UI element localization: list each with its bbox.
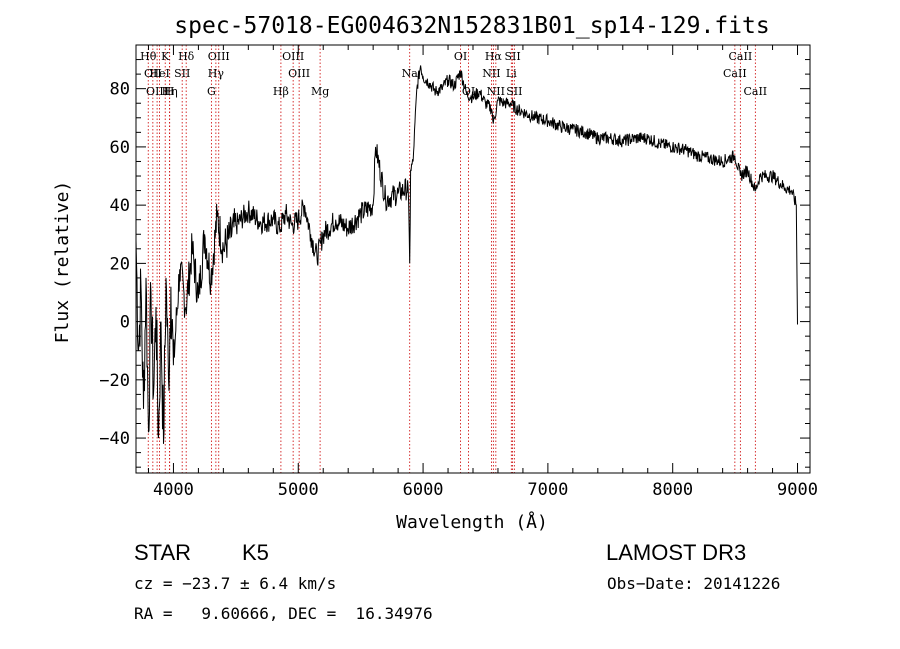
line-label-21: NII xyxy=(487,85,505,98)
line-label-20: Hα xyxy=(485,50,503,63)
y-tick-label-4: 40 xyxy=(110,196,130,216)
y-tick-label-2: 0 xyxy=(120,313,130,333)
line-label-25: CaII xyxy=(723,67,747,80)
survey-name: LAMOST DR3 xyxy=(606,540,747,565)
line-label-19: NII xyxy=(482,67,500,80)
line-label-22: Li xyxy=(506,67,517,80)
line-label-14: OIII xyxy=(288,67,310,80)
line-label-23: SII xyxy=(504,50,520,63)
spectrum-line xyxy=(135,65,798,444)
line-label-10: Hγ xyxy=(208,67,225,80)
plot-frame xyxy=(135,44,811,474)
line-label-11: OIII xyxy=(208,50,230,63)
spectral-line-labels: HθOIIOIIIHeIKHHηSIIHδGHγOIIIHβOIIIOIIIMg… xyxy=(140,50,767,98)
line-label-8: Hδ xyxy=(178,50,195,63)
observation-date: Obs−Date: 20141226 xyxy=(607,574,781,593)
line-label-27: CaII xyxy=(743,85,767,98)
redshift-velocity: cz = −23.7 ± 6.4 km/s xyxy=(134,574,337,593)
line-label-13: OIII xyxy=(282,50,304,63)
spectral-line-markers xyxy=(147,45,756,473)
x-tick-label-1: 5000 xyxy=(278,480,319,500)
x-tick-label-3: 7000 xyxy=(527,480,568,500)
line-label-17: OI xyxy=(454,50,467,63)
chart-title: spec-57018-EG004632N152831B01_sp14-129.f… xyxy=(174,13,769,39)
line-label-1: OII xyxy=(144,67,162,80)
x-tick-label-5: 9000 xyxy=(777,480,818,500)
line-label-7: SII xyxy=(174,67,190,80)
x-tick-label-4: 8000 xyxy=(652,480,693,500)
x-axis-label: Wavelength (Å) xyxy=(396,511,548,533)
x-tick-label-2: 6000 xyxy=(403,480,444,500)
x-axis-ticks: 4000 5000 6000 7000 8000 9000 xyxy=(147,45,818,500)
y-tick-label-1: −20 xyxy=(99,371,130,391)
line-label-16: Na xyxy=(402,67,419,80)
spectral-subclass: K5 xyxy=(242,540,269,565)
y-tick-label-3: 20 xyxy=(110,254,130,274)
spectral-class: STAR xyxy=(134,540,192,565)
y-tick-label-0: −40 xyxy=(99,429,130,449)
line-label-3: HeI xyxy=(149,67,169,80)
line-label-12: Hβ xyxy=(273,85,289,98)
line-label-6: Hη xyxy=(162,85,178,98)
line-label-9: G xyxy=(207,85,216,98)
line-label-5: H xyxy=(165,85,175,98)
y-tick-label-5: 60 xyxy=(110,138,130,158)
y-axis-ticks: −40 −20 0 20 40 60 80 xyxy=(99,44,810,468)
line-label-2: OIII xyxy=(146,85,168,98)
x-tick-label-0: 4000 xyxy=(153,480,194,500)
y-tick-label-6: 80 xyxy=(110,80,130,100)
line-label-15: Mg xyxy=(311,85,329,98)
line-label-24: SII xyxy=(506,85,522,98)
sky-coordinates: RA = 9.60666, DEC = 16.34976 xyxy=(134,604,433,623)
line-label-0: Hθ xyxy=(140,50,157,63)
line-label-26: CaII xyxy=(729,50,753,63)
y-axis-label: Flux (relative) xyxy=(52,181,73,344)
line-label-4: K xyxy=(161,50,170,63)
